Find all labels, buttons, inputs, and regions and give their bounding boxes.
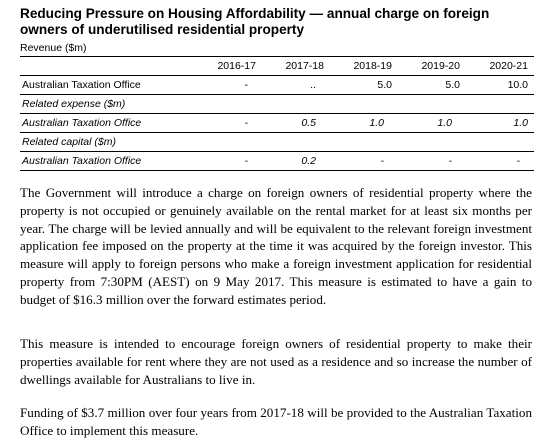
table-row: Australian Taxation Office - .. 5.0 5.0 … [20,76,534,95]
table-cell: 5.0 [377,79,392,91]
table-cell: .. [310,79,316,91]
section-label: Related expense ($m) [22,98,126,110]
table-cell: - [516,155,521,167]
table-cell: - [448,155,453,167]
column-header: 2019-20 [421,60,460,72]
table-header-row: 2016-17 2017-18 2018-19 2019-20 2020-21 [20,56,534,76]
column-header: 2018-19 [353,60,392,72]
table-cell: 1.0 [437,117,452,129]
table-row: Australian Taxation Office - 0.5 1.0 1.0… [20,114,534,133]
body-paragraph: This measure is intended to encourage fo… [20,336,532,387]
row-label: Australian Taxation Office [22,79,141,91]
column-header: 2020-21 [489,60,528,72]
revenue-label: Revenue ($m) [20,42,87,54]
table-cell: 10.0 [507,79,528,91]
table-cell: 5.0 [445,79,460,91]
table-cell: - [244,79,249,91]
table-row: Australian Taxation Office - 0.2 - - - [20,152,534,171]
table-cell: 1.0 [369,117,384,129]
page-title: Reducing Pressure on Housing Affordabili… [20,6,490,37]
column-header: 2016-17 [217,60,256,72]
table-cell: 0.5 [301,117,316,129]
column-header: 2017-18 [285,60,324,72]
row-label: Australian Taxation Office [22,117,142,129]
measure-table: 2016-17 2017-18 2018-19 2019-20 2020-21 … [20,56,534,171]
section-label: Related capital ($m) [22,136,116,148]
financial-table: 2016-17 2017-18 2018-19 2019-20 2020-21 … [20,56,534,171]
header-blank [20,57,194,76]
table-cell: - [244,117,249,129]
section-row: Related capital ($m) [20,133,534,152]
section-row: Related expense ($m) [20,95,534,114]
body-paragraph: Funding of $3.7 million over four years … [20,405,532,438]
row-label: Australian Taxation Office [22,155,142,167]
table-cell: - [244,155,249,167]
table-cell: - [380,155,385,167]
table-cell: 0.2 [301,155,316,167]
body-paragraph: The Government will introduce a charge o… [20,185,532,307]
table-cell: 1.0 [513,117,528,129]
